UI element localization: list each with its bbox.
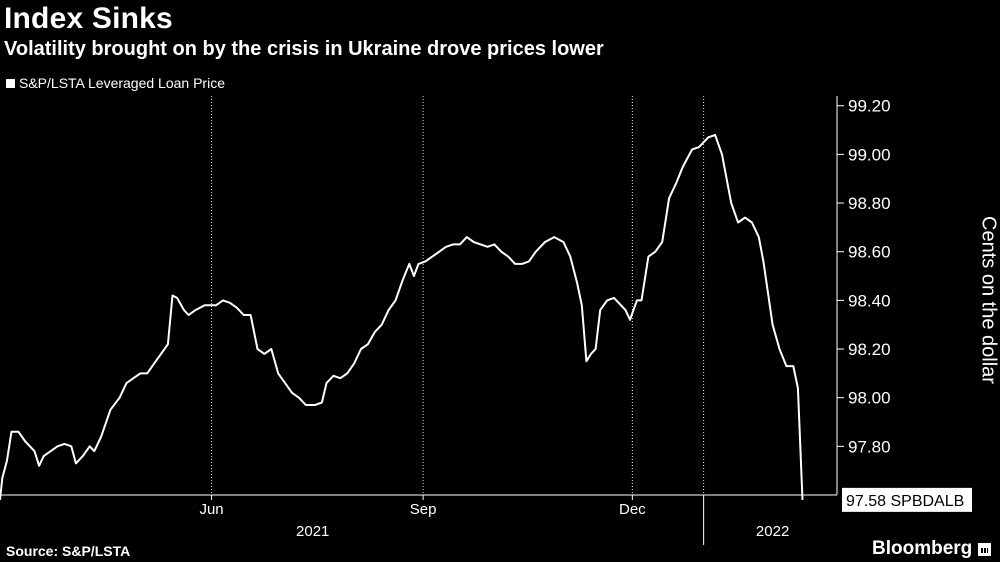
y-axis-label: Cents on the dollar: [977, 216, 1000, 384]
y-tick-label: 99.00: [848, 145, 891, 164]
bloomberg-logo-icon: [978, 542, 992, 556]
y-tick-label: 98.40: [848, 291, 891, 310]
year-label: 2021: [296, 523, 329, 540]
y-tick-label: 98.60: [848, 243, 891, 262]
y-tick-label: 98.00: [848, 389, 891, 408]
chart-title: Index Sinks: [4, 2, 173, 35]
y-tick-label: 99.20: [848, 97, 891, 116]
x-tick-label: Sep: [410, 501, 437, 518]
legend-label: S&P/LSTA Leveraged Loan Price: [19, 75, 225, 91]
y-tick-label: 98.80: [848, 194, 891, 213]
year-label: 2022: [756, 523, 789, 540]
x-tick-label: Jun: [199, 501, 223, 518]
last-value-box: [842, 487, 972, 512]
chart-subtitle: Volatility brought on by the crisis in U…: [4, 38, 604, 60]
brand-logo: Bloomberg: [872, 538, 992, 560]
brand-name: Bloomberg: [872, 538, 973, 559]
source-note: Source: S&P/LSTA: [6, 543, 131, 559]
legend-swatch: [6, 78, 15, 88]
y-tick-label: 98.20: [848, 340, 891, 359]
y-tick-label: 97.80: [848, 437, 891, 456]
legend: S&P/LSTA Leveraged Loan Price: [6, 75, 225, 91]
series-line: [0, 133, 804, 501]
last-value-label: 97.58 SPBDALB: [846, 493, 964, 510]
x-tick-label: Dec: [619, 501, 646, 518]
